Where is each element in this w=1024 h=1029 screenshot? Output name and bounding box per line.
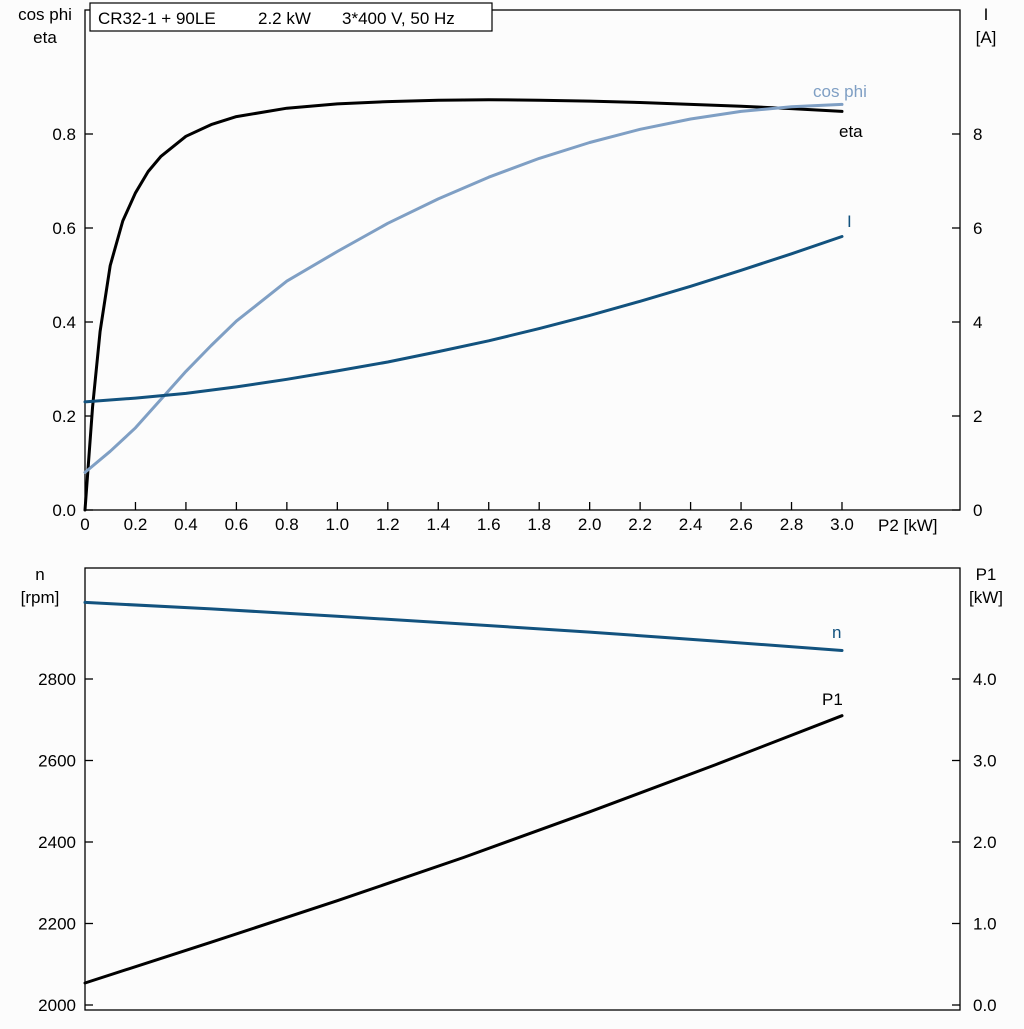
x-tick-label: 0	[80, 515, 89, 534]
top-chart-plot: 0 0.2 0.4 0.6 0.8 1.0 1.2 1.4 1.6 1.8 2.0 2.2 2.4 2.6…	[52, 9, 982, 534]
title-pump-model: CR32-1 + 90LE	[98, 9, 216, 28]
series-curve-p1	[83, 714, 844, 985]
y-right-tick-label: 1.0	[973, 915, 997, 934]
x-tick-label: 0.2	[124, 515, 148, 534]
y-right-tick-label: 0.0	[973, 996, 997, 1015]
title-box-frame	[89, 2, 493, 32]
y-left-tick-label: 2600	[38, 752, 76, 771]
y-left-tick-label: 0.0	[52, 501, 76, 520]
x-tick-label: 2.0	[578, 515, 602, 534]
bottom-left-axis-label-rpm-unit: [rpm]	[21, 588, 60, 607]
x-tick-label: 2.4	[679, 515, 703, 534]
x-tick-label: 1.6	[477, 515, 501, 534]
x-tick-label: 1.8	[527, 515, 551, 534]
y-right-tick-label: 2.0	[973, 833, 997, 852]
bottom-left-axis-label-speed: n	[35, 565, 44, 584]
y-left-tick-label: 2000	[38, 996, 76, 1015]
y-left-tick-label: 0.4	[52, 313, 76, 332]
x-tick-label: 1.0	[326, 515, 350, 534]
x-tick-label: 0.8	[275, 515, 299, 534]
x-tick-label: 2.2	[628, 515, 652, 534]
series-curve-i	[83, 235, 844, 404]
bottom-chart-plot: 2000 2200 2400 2600 2800 0.0 1.0 2.0 3.0 4.0 n P1	[38, 567, 997, 1015]
series-curve-eta	[83, 98, 844, 512]
series-label-i: I	[847, 212, 852, 231]
y-left-tick-label: 0.8	[52, 125, 76, 144]
series-label-cos-phi: cos phi	[813, 82, 867, 101]
y-left-tick-label: 2200	[38, 915, 76, 934]
y-right-tick-label: 8	[973, 125, 982, 144]
y-right-tick-label: 2	[973, 407, 982, 426]
x-axis-label: P2 [kW]	[878, 516, 938, 535]
x-tick-label: 2.6	[729, 515, 753, 534]
title-power-rating: 2.2 kW	[258, 9, 311, 28]
y-right-tick-label: 6	[973, 219, 982, 238]
top-right-axis-label-ampere-unit: [A]	[976, 28, 997, 47]
x-tick-label: 0.4	[174, 515, 198, 534]
x-tick-label: 1.2	[376, 515, 400, 534]
x-tick-label: 1.4	[426, 515, 450, 534]
title-voltage-frequency: 3*400 V, 50 Hz	[342, 9, 455, 28]
top-left-axis-label-eta: eta	[33, 28, 57, 47]
y-left-tick-label: 2400	[38, 833, 76, 852]
y-left-tick-label: 2800	[38, 670, 76, 689]
x-tick-label: 0.6	[225, 515, 249, 534]
y-right-tick-label: 0	[973, 501, 982, 520]
y-left-tick-label: 0.2	[52, 407, 76, 426]
bottom-right-axis-label-kw-unit: [kW]	[969, 588, 1003, 607]
plot-border	[84, 567, 961, 1011]
series-curve-cos-phi	[83, 102, 844, 474]
y-right-tick-label: 4	[973, 313, 982, 332]
y-left-tick-label: 0.6	[52, 219, 76, 238]
y-right-tick-label: 4.0	[973, 670, 997, 689]
bottom-right-axis-label-p1: P1	[976, 565, 997, 584]
top-right-axis-label-current: I	[984, 5, 989, 24]
series-label-p1: P1	[822, 690, 843, 709]
y-right-tick-label: 3.0	[973, 752, 997, 771]
chart-title-box: CR32-1 + 90LE 2.2 kW 3*400 V, 50 Hz	[89, 2, 493, 32]
x-tick-label: 2.8	[780, 515, 804, 534]
plot-border	[84, 9, 961, 511]
x-tick-label: 3.0	[830, 515, 854, 534]
series-curve-n	[83, 600, 844, 652]
top-left-axis-label-cosphi: cos phi	[18, 5, 72, 24]
series-label-n: n	[832, 623, 841, 642]
series-label-eta: eta	[839, 122, 863, 141]
